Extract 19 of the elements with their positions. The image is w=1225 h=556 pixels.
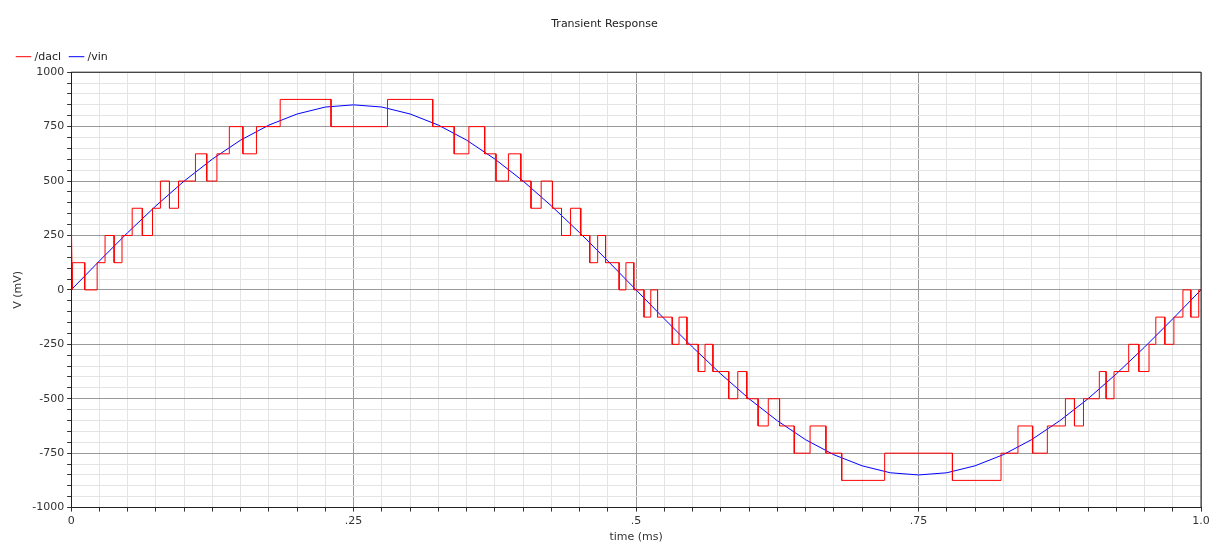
legend-label: /vin — [87, 49, 108, 63]
x-tick-label: .25 — [344, 514, 363, 528]
y-tick-label: 0 — [57, 282, 65, 296]
legend-label: /dacl — [34, 49, 62, 63]
chart-title: Transient Response — [550, 17, 658, 31]
x-axis-title: time (ms) — [609, 530, 663, 544]
y-tick-label: -750 — [39, 446, 65, 460]
y-tick-label: -250 — [39, 337, 65, 351]
y-tick-label: -1000 — [32, 500, 65, 514]
y-tick-label: 1000 — [36, 65, 65, 79]
y-tick-label: 500 — [43, 173, 65, 187]
y-tick-label: 750 — [43, 119, 65, 133]
x-tick-label: .75 — [909, 514, 928, 528]
x-tick-label: .5 — [630, 514, 642, 528]
x-tick-label: 1.0 — [1192, 514, 1210, 528]
y-tick-label: -500 — [39, 391, 65, 405]
x-tick-label: 0 — [67, 514, 75, 528]
y-axis-title: V (mV) — [11, 270, 25, 309]
y-tick-label: 250 — [43, 228, 65, 242]
